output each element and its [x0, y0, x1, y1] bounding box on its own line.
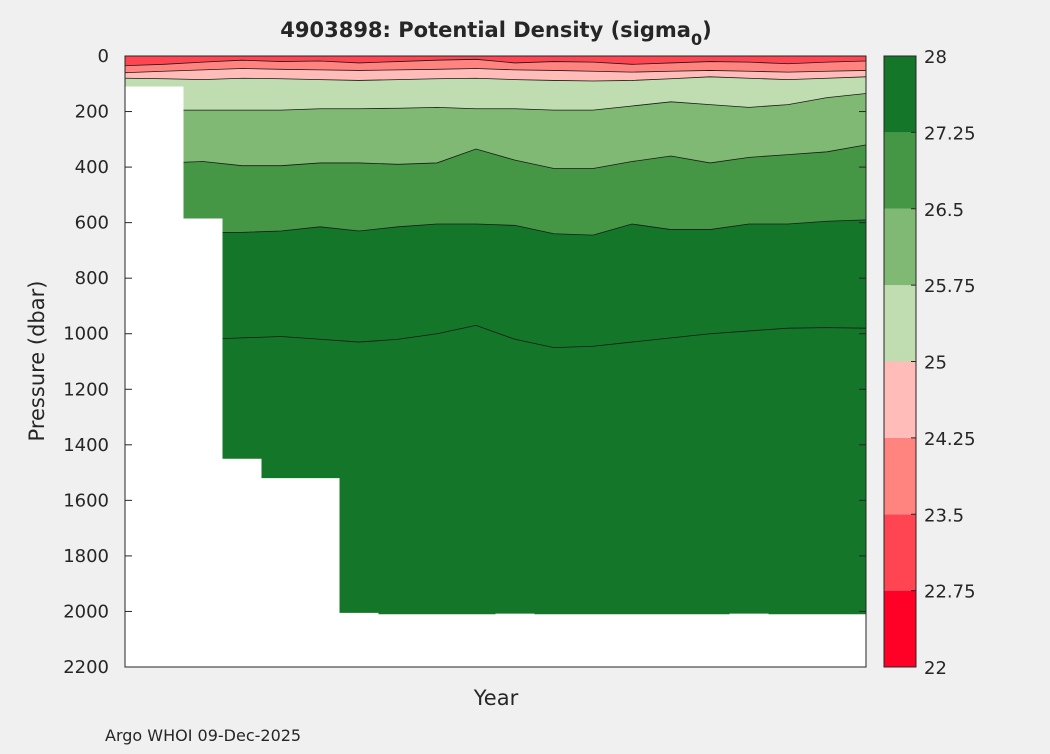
colorbar-segment	[884, 132, 916, 209]
contour-line-28	[125, 324, 866, 349]
colorbar-segment	[884, 56, 916, 133]
colorbar-segment	[884, 514, 916, 591]
contour-line-25	[125, 76, 866, 82]
colorbar-segment	[884, 361, 916, 438]
colorbar-tick-label: 27.25	[924, 123, 976, 144]
chart-title-main: 4903898: Potential Density (sigma	[280, 18, 691, 42]
y-tick-label: 2200	[63, 657, 109, 678]
x-axis-label: Year	[473, 686, 519, 710]
y-axis: 0 200 400 600 800 1000 1200 1400 1600 1800 2000 220…	[63, 46, 866, 678]
density-band-26.5	[125, 93, 866, 169]
plot-frame	[124, 55, 867, 668]
footer-source-text: Argo WHOI 09-Dec-2025	[105, 726, 301, 745]
colorbar: 22 22.75 23.5 24.25 25 25.75 26.5 27.25 28	[883, 47, 976, 679]
y-tick-label: 800	[75, 268, 109, 289]
y-tick-label: 600	[75, 213, 109, 234]
plot-area	[124, 55, 867, 668]
colorbar-tick-label: 22.75	[924, 582, 976, 603]
chart-title-suffix: )	[702, 18, 712, 42]
colorbar-tick-label: 22	[924, 658, 947, 679]
colorbar-tick-label: 25.75	[924, 276, 976, 297]
y-tick-label: 1800	[63, 546, 109, 567]
y-tick-label: 0	[98, 46, 109, 67]
colorbar-segment	[884, 590, 916, 667]
contour-line-25.75	[125, 93, 866, 111]
density-band-28	[125, 219, 866, 348]
y-tick-label: 2000	[63, 601, 109, 622]
y-tick-label: 1600	[63, 490, 109, 511]
colorbar-tick-label: 25	[924, 353, 947, 374]
colorbar-tick-label: 28	[924, 47, 947, 68]
colorbar-segment	[884, 208, 916, 286]
colorbar-tick-label: 24.25	[924, 429, 976, 450]
contour-line-24.25	[125, 68, 866, 74]
contour-line-27.25	[125, 219, 866, 236]
y-axis-label: Pressure (dbar)	[25, 281, 49, 442]
density-band-25	[125, 68, 866, 81]
y-tick-label: 1200	[63, 379, 109, 400]
y-tick-label: 400	[75, 157, 109, 178]
colorbar-tick-label: 23.5	[924, 505, 964, 526]
y-tick-label: 1000	[63, 324, 109, 345]
colorbar-tick-label: 26.5	[924, 200, 964, 221]
chart-title-subscript: 0	[691, 30, 702, 49]
contour-line-23.5	[125, 58, 866, 67]
colorbar-segment	[884, 437, 916, 515]
density-band-27.25	[125, 144, 866, 236]
y-tick-label: 1400	[63, 435, 109, 456]
chart-title: 4903898: Potential Density (sigma0)	[280, 18, 711, 49]
colorbar-segment	[884, 285, 916, 362]
density-band-25.75	[125, 76, 866, 111]
contour-line-26.5	[125, 144, 866, 169]
y-tick-label: 200	[75, 102, 109, 123]
